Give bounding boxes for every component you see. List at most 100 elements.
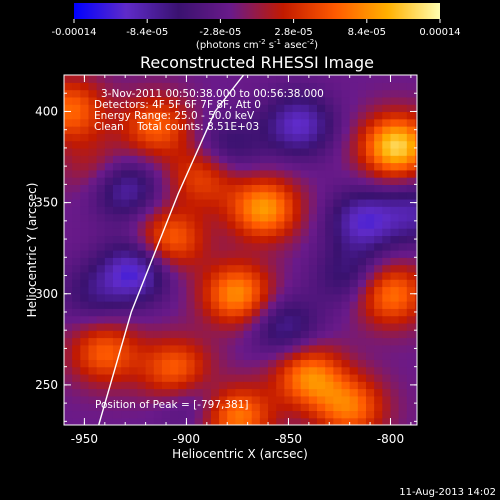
heatmap-cell xyxy=(325,118,334,127)
heatmap-cell xyxy=(210,104,220,113)
heatmap-cell xyxy=(112,111,122,120)
heatmap-cell xyxy=(88,104,98,113)
heatmap-cell xyxy=(170,322,179,331)
heatmap-cell xyxy=(317,118,326,127)
heatmap-cell xyxy=(178,155,188,164)
heatmap-cell xyxy=(365,366,375,375)
heatmap-cell xyxy=(406,403,416,412)
heatmap-cell xyxy=(170,155,179,164)
heatmap-cell xyxy=(292,220,302,229)
heatmap-cell xyxy=(178,191,188,200)
heatmap-cell xyxy=(129,308,139,317)
heatmap-cell xyxy=(80,235,90,244)
heatmap-cell xyxy=(406,373,416,382)
heatmap-cell xyxy=(202,206,212,215)
heatmap-cell xyxy=(268,250,277,258)
heatmap-cell xyxy=(194,308,204,317)
heatmap-cell xyxy=(202,286,212,295)
heatmap-cell xyxy=(268,133,277,142)
heatmap-cell xyxy=(72,228,81,237)
heatmap-cell xyxy=(170,89,179,98)
heatmap-cell xyxy=(112,242,122,251)
heatmap-cell xyxy=(153,279,163,288)
heatmap-cell xyxy=(276,104,285,113)
heatmap-cell xyxy=(112,410,122,419)
heatmap-cell xyxy=(129,279,139,288)
heatmap-cell xyxy=(153,337,163,346)
heatmap-cell xyxy=(210,264,220,273)
colorbar-ticks: -0.00014 -8.4e-05 -2.8e-05 2.8e-05 8.4e-05 0.… xyxy=(52,19,461,38)
heatmap-cell xyxy=(178,366,188,375)
heatmap-cell xyxy=(308,228,318,237)
heatmap-cell xyxy=(374,250,383,258)
heatmap-cell xyxy=(243,301,253,309)
heatmap-cell xyxy=(284,228,294,237)
heatmap-cell xyxy=(259,264,269,273)
heatmap-cell xyxy=(153,366,163,375)
heatmap-cell xyxy=(349,177,359,185)
heatmap-cell xyxy=(292,322,302,331)
heatmap-cell xyxy=(292,257,302,266)
heatmap-cell xyxy=(80,242,90,251)
heatmap-cell xyxy=(170,242,179,251)
heatmap-cell xyxy=(210,366,220,375)
heatmap-cell xyxy=(349,228,359,237)
heatmap-cell xyxy=(227,111,236,120)
heatmap-cell xyxy=(300,140,310,149)
heatmap-cell xyxy=(186,220,196,229)
heatmap-cell xyxy=(406,155,416,164)
heatmap-cell xyxy=(153,235,163,244)
heatmap-cell xyxy=(121,352,130,360)
heatmap-cell xyxy=(186,250,196,258)
heatmap-cell xyxy=(129,96,139,105)
heatmap-cell xyxy=(284,235,294,244)
heatmap-cell xyxy=(325,126,334,134)
heatmap-cell xyxy=(292,82,302,91)
heatmap-cell xyxy=(121,315,130,324)
heatmap-cell xyxy=(382,257,392,266)
heatmap-cell xyxy=(259,242,269,251)
heatmap-cell xyxy=(300,177,310,185)
heatmap-cell xyxy=(341,344,351,353)
heatmap-cell xyxy=(243,169,253,178)
heatmap-cell xyxy=(357,126,367,134)
heatmap-cell xyxy=(308,417,318,425)
heatmap-cell xyxy=(333,322,343,331)
heatmap-cell xyxy=(64,395,73,404)
heatmap-cell xyxy=(284,381,294,390)
heatmap-cell xyxy=(96,140,106,149)
heatmap-cell xyxy=(325,366,334,375)
heatmap-cell xyxy=(137,118,147,127)
heatmap-cell xyxy=(112,147,122,156)
heatmap-cell xyxy=(382,308,392,317)
heatmap-cell xyxy=(186,235,196,244)
heatmap-cell xyxy=(317,169,326,178)
heatmap-cell xyxy=(88,293,98,302)
heatmap-cell xyxy=(104,308,114,317)
heatmap-cell xyxy=(374,359,383,368)
heatmap-cell xyxy=(170,177,179,185)
annotation-clean-counts: Clean Total counts: 8.51E+03 xyxy=(94,121,259,133)
heatmap-cell xyxy=(72,271,81,280)
heatmap-cell xyxy=(121,220,130,229)
heatmap-cell xyxy=(112,388,122,397)
heatmap-cell xyxy=(186,191,196,200)
heatmap-cell xyxy=(251,89,261,98)
heatmap-cell xyxy=(80,395,90,404)
heatmap-cell xyxy=(382,403,392,412)
heatmap-cell xyxy=(161,96,171,105)
heatmap-cell xyxy=(243,133,253,142)
heatmap-cell xyxy=(153,271,163,280)
heatmap-cell xyxy=(390,82,400,91)
heatmap-cell xyxy=(333,147,343,156)
heatmap-cell xyxy=(317,271,326,280)
heatmap-cell xyxy=(153,118,163,127)
heatmap-cell xyxy=(186,126,196,134)
heatmap-cell xyxy=(325,373,334,382)
heatmap-cell xyxy=(219,301,228,309)
heatmap-cell xyxy=(194,162,204,171)
heatmap-cell xyxy=(365,155,375,164)
heatmap-cell xyxy=(276,126,285,134)
heatmap-cell xyxy=(186,293,196,302)
heatmap-cell xyxy=(382,111,392,120)
